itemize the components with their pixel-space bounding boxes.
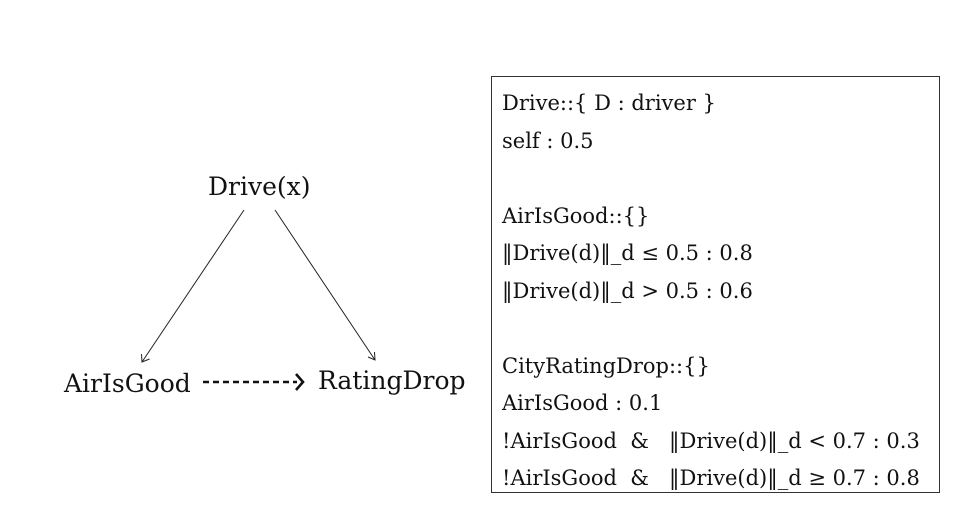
edge-drive-to-rating <box>275 210 375 360</box>
program-box: Drive::{ D : driver } self : 0.5 AirIsGo… <box>491 76 940 493</box>
program-line-1: Drive::{ D : driver } <box>502 85 939 123</box>
program-line-4: ‖Drive(d)‖_d ≤ 0.5 : 0.8 <box>502 235 939 273</box>
program-line-6: CityRatingDrop::{} <box>502 348 939 386</box>
program-line-2: self : 0.5 <box>502 123 939 161</box>
edge-drive-to-air <box>142 210 244 362</box>
program-line-9: !AirIsGood & ‖Drive(d)‖_d ≥ 0.7 : 0.8 <box>502 460 939 498</box>
program-line-7: AirIsGood : 0.1 <box>502 385 939 423</box>
arrowhead-dashed <box>296 374 303 390</box>
program-spacer <box>502 310 939 348</box>
program-line-5: ‖Drive(d)‖_d > 0.5 : 0.6 <box>502 273 939 311</box>
program-spacer <box>502 160 939 198</box>
program-line-8: !AirIsGood & ‖Drive(d)‖_d < 0.7 : 0.3 <box>502 423 939 461</box>
program-line-3: AirIsGood::{} <box>502 198 939 236</box>
